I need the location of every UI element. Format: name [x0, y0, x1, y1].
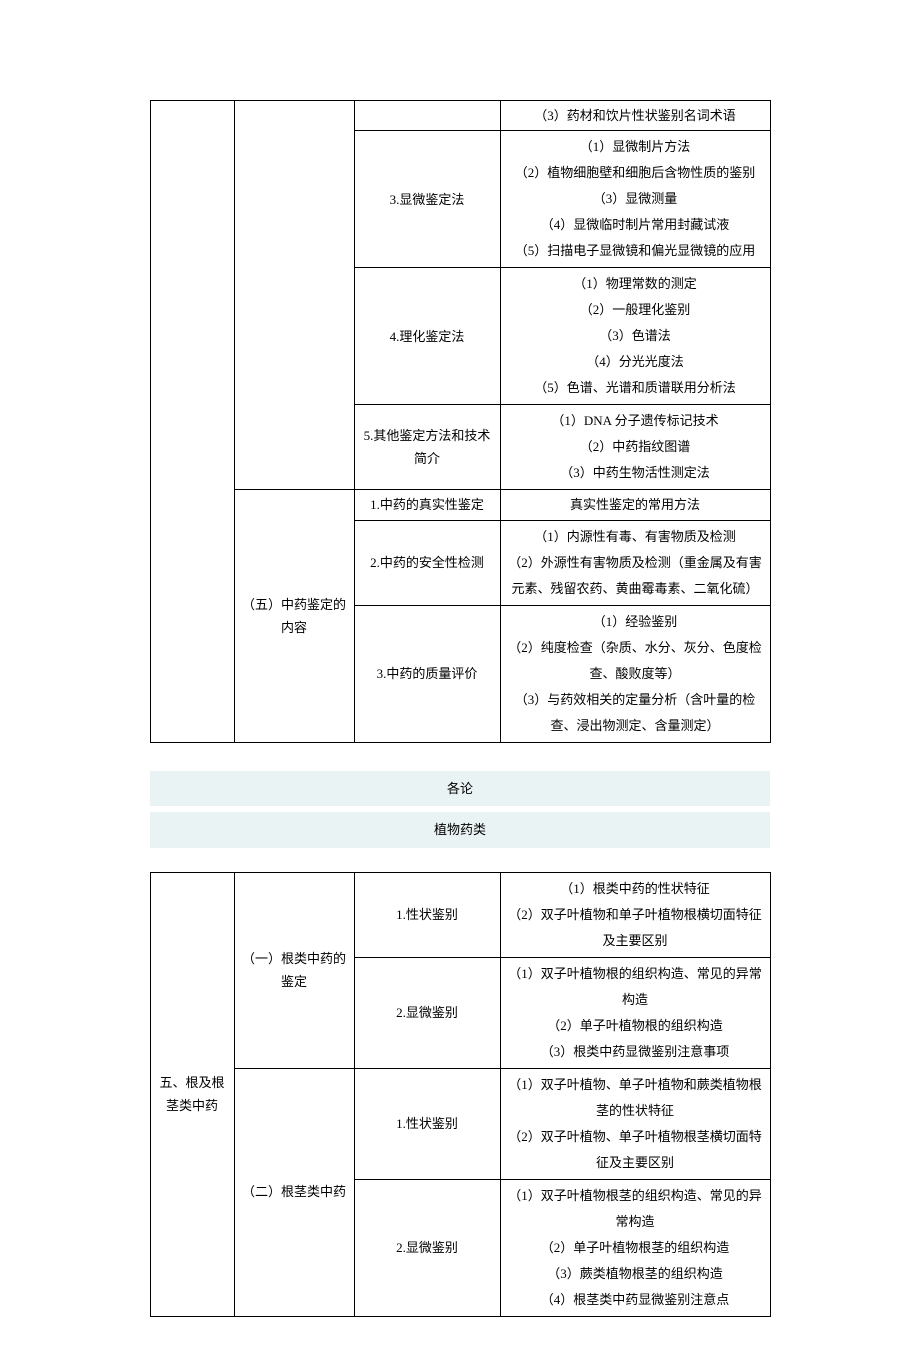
- col-detail: （1）DNA 分子遗传标记技术（2）中药指纹图谱（3）中药生物活性测定法: [500, 405, 770, 490]
- col-detail: （1）显微制片方法（2）植物细胞壁和细胞后含物性质的鉴别（3）显微测量（4）显微…: [500, 131, 770, 268]
- col-detail: （1）双子叶植物根茎的组织构造、常见的异常构造（2）单子叶植物根茎的组织构造（3…: [500, 1179, 770, 1316]
- col-topic: 1.中药的真实性鉴定: [354, 490, 500, 520]
- col-detail: （1）物理常数的测定（2）一般理化鉴别（3）色谱法（4）分光光度法（5）色谱、光…: [500, 268, 770, 405]
- col-topic: [354, 101, 500, 131]
- col-topic: 2.显微鉴别: [354, 1179, 500, 1316]
- col-subsection: （一）根类中药的鉴定: [234, 872, 354, 1068]
- col-topic: 2.中药的安全性检测: [354, 520, 500, 605]
- col-topic: 2.显微鉴别: [354, 957, 500, 1068]
- col-topic: 3.中药的质量评价: [354, 605, 500, 742]
- col-section: 五、根及根茎类中药: [150, 872, 234, 1316]
- col-section: [150, 101, 234, 743]
- col-subsection: （二）根茎类中药: [234, 1068, 354, 1316]
- col-subsection: [234, 101, 354, 490]
- col-detail: （1）根类中药的性状特征（2）双子叶植物和单子叶植物根横切面特征及主要区别: [500, 872, 770, 957]
- col-detail: （1）双子叶植物根的组织构造、常见的异常构造（2）单子叶植物根的组织构造（3）根…: [500, 957, 770, 1068]
- col-topic: 4.理化鉴定法: [354, 268, 500, 405]
- table-row: （3）药材和饮片性状鉴别名词术语: [150, 101, 770, 131]
- section-title: 各论: [150, 771, 770, 806]
- table-row: （五）中药鉴定的内容1.中药的真实性鉴定真实性鉴定的常用方法: [150, 490, 770, 520]
- outline-table-2: 五、根及根茎类中药（一）根类中药的鉴定1.性状鉴别（1）根类中药的性状特征（2）…: [150, 872, 771, 1317]
- col-subsection: （五）中药鉴定的内容: [234, 490, 354, 742]
- col-detail: 真实性鉴定的常用方法: [500, 490, 770, 520]
- col-topic: 3.显微鉴定法: [354, 131, 500, 268]
- col-topic: 5.其他鉴定方法和技术简介: [354, 405, 500, 490]
- col-topic: 1.性状鉴别: [354, 872, 500, 957]
- col-detail: （1）内源性有毒、有害物质及检测（2）外源性有害物质及检测（重金属及有害元素、残…: [500, 520, 770, 605]
- col-detail: （1）经验鉴别（2）纯度检查（杂质、水分、灰分、色度检查、酸败度等）（3）与药效…: [500, 605, 770, 742]
- table-row: （二）根茎类中药1.性状鉴别（1）双子叶植物、单子叶植物和蕨类植物根茎的性状特征…: [150, 1068, 770, 1179]
- col-topic: 1.性状鉴别: [354, 1068, 500, 1179]
- col-detail: （1）双子叶植物、单子叶植物和蕨类植物根茎的性状特征（2）双子叶植物、单子叶植物…: [500, 1068, 770, 1179]
- table-row: 五、根及根茎类中药（一）根类中药的鉴定1.性状鉴别（1）根类中药的性状特征（2）…: [150, 872, 770, 957]
- outline-table-1: （3）药材和饮片性状鉴别名词术语3.显微鉴定法（1）显微制片方法（2）植物细胞壁…: [150, 100, 771, 743]
- section-subtitle: 植物药类: [150, 812, 770, 847]
- col-detail: （3）药材和饮片性状鉴别名词术语: [500, 101, 770, 131]
